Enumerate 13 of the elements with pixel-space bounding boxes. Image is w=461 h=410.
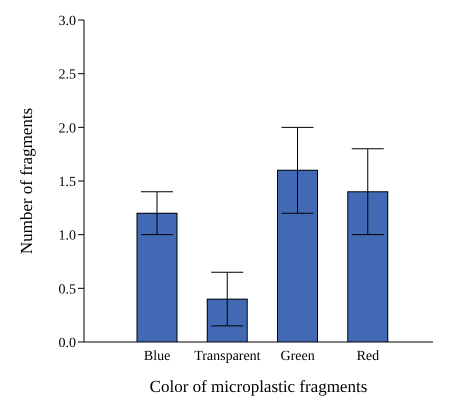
- y-tick-label: 3.0: [58, 14, 76, 29]
- x-tick-label: Red: [356, 348, 380, 364]
- y-tick-label: 0.5: [58, 282, 76, 298]
- y-tick-label: 1.5: [58, 174, 76, 190]
- y-tick-label: 2.5: [58, 68, 76, 83]
- y-tick-label: 1.0: [58, 228, 76, 244]
- y-tick-label: 0.0: [58, 336, 76, 351]
- y-tick-label: 2.0: [58, 121, 76, 136]
- x-axis-title: Color of microplastic fragments: [150, 377, 368, 396]
- x-tick-label: Blue: [144, 348, 170, 364]
- y-axis-title: Number of fragments: [17, 108, 36, 254]
- x-tick-label: Transparent: [194, 348, 261, 364]
- x-tick-label: Green: [280, 348, 315, 364]
